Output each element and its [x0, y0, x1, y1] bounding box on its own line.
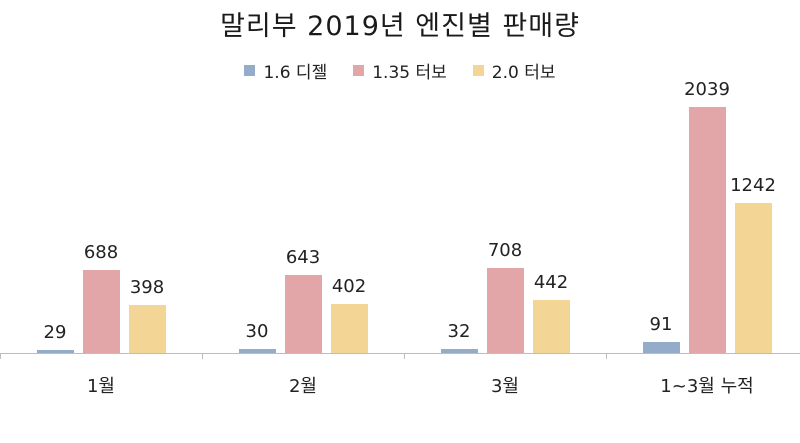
data-label: 643 [285, 247, 321, 268]
legend-item-turbo-20: 2.0 터보 [472, 58, 556, 83]
x-axis [0, 353, 800, 354]
bar [689, 107, 726, 353]
data-label: 688 [83, 242, 119, 263]
bar [441, 349, 478, 353]
bar [331, 304, 368, 353]
data-label: 1242 [730, 175, 776, 196]
data-label: 29 [43, 322, 67, 343]
bar [487, 268, 524, 353]
x-axis-category-label: 2월 [288, 376, 317, 397]
data-label: 2039 [684, 79, 730, 100]
legend-swatch [244, 65, 256, 76]
data-label: 30 [245, 321, 269, 342]
data-label: 402 [331, 276, 367, 297]
x-axis-tick [0, 353, 1, 359]
chart-title: 말리부 2019년 엔진별 판매량 [220, 11, 580, 42]
bar [643, 342, 680, 353]
x-axis-tick [606, 353, 607, 359]
legend: 1.6 디젤 1.35 터보 2.0 터보 [0, 58, 800, 83]
legend-label: 1.35 터보 [372, 63, 447, 83]
bar [129, 305, 166, 353]
x-axis-category-label: 1월 [86, 376, 115, 397]
x-axis-category-label: 3월 [490, 376, 519, 397]
x-axis-tick [404, 353, 405, 359]
bar [533, 300, 570, 353]
bar [83, 270, 120, 353]
legend-item-diesel-16: 1.6 디젤 [244, 58, 327, 83]
legend-label: 1.6 디젤 [263, 63, 328, 83]
data-label: 398 [129, 277, 165, 298]
bar [285, 275, 322, 353]
legend-item-turbo-135: 1.35 터보 [353, 58, 447, 83]
data-label: 91 [649, 314, 673, 335]
legend-swatch [472, 65, 484, 76]
data-label: 32 [447, 321, 471, 342]
data-label: 442 [533, 272, 569, 293]
x-axis-tick [202, 353, 203, 359]
legend-label: 2.0 터보 [491, 63, 556, 83]
bar [37, 350, 74, 353]
x-axis-category-label: 1~3월 누적 [660, 376, 754, 397]
data-label: 708 [487, 240, 523, 261]
bar [239, 349, 276, 353]
bar [735, 203, 772, 353]
legend-swatch [353, 65, 365, 76]
